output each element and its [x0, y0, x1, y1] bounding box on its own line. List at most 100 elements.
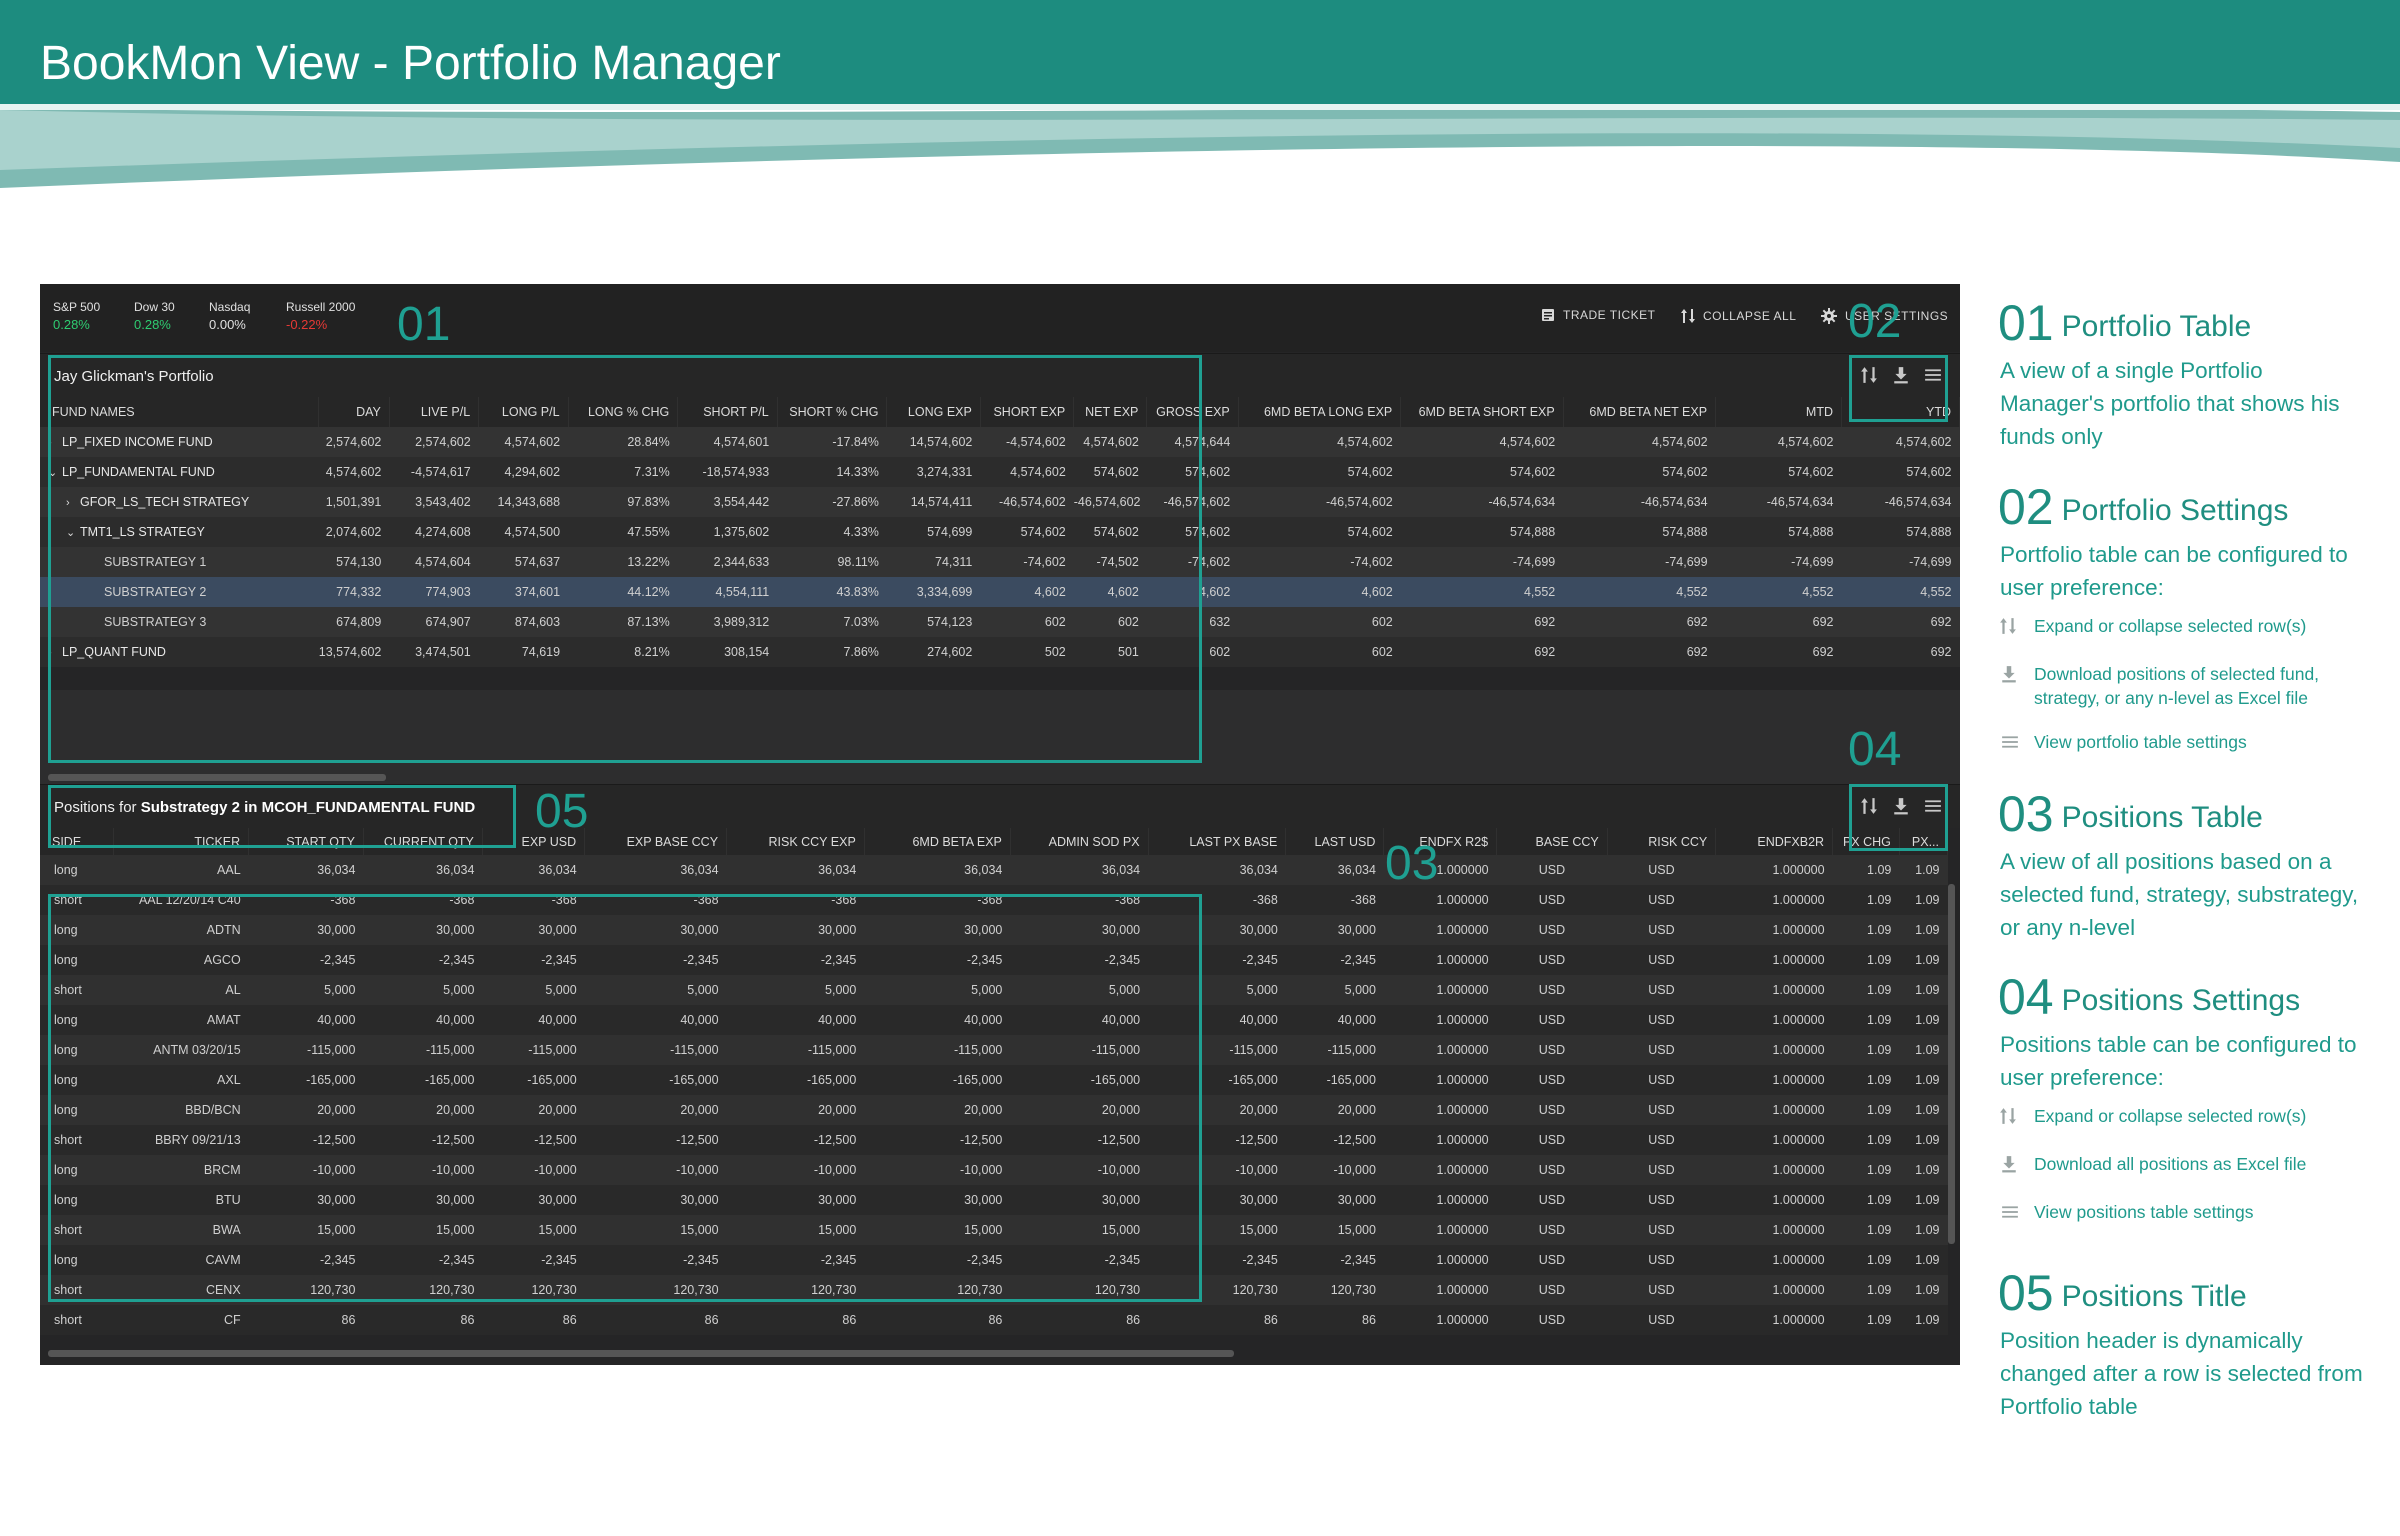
column-header[interactable]: SHORT EXP	[980, 397, 1075, 427]
user-settings-button[interactable]: USER SETTINGS	[1821, 308, 1948, 324]
column-header[interactable]: LAST PX BASE	[1148, 828, 1287, 855]
column-header[interactable]: SHORT P/L	[677, 397, 778, 427]
menu-icon[interactable]	[1924, 797, 1942, 815]
table-cell: -12,500	[1333, 1133, 1376, 1147]
column-header[interactable]: EXP BASE CCY	[584, 828, 728, 855]
position-row[interactable]: long BTU 30,000 30,000 30,000 30,000 30,000 30,…	[40, 1185, 1948, 1215]
position-row[interactable]: short AAL 12/20/14 C40 -368 -368 -368 -368 -36…	[40, 885, 1948, 915]
table-cell: USD	[1648, 1073, 1675, 1087]
column-header[interactable]: ENDFXB2R	[1715, 828, 1834, 855]
callout-number-05: 05	[535, 785, 589, 838]
fund-row[interactable]: ⌄ LP_FUNDAMENTAL FUND 4,574,602 -4,574,617 4…	[40, 457, 1960, 487]
index-value: 0.28%	[53, 317, 90, 332]
table-cell: 120,730	[531, 1283, 577, 1297]
table-cell: 4.33%	[843, 525, 879, 539]
position-row[interactable]: short CF 86 86 86 86 86 86 86 86 86 1.000000 USD USD 1…	[40, 1305, 1948, 1335]
column-header[interactable]: 6MD BETA EXP	[864, 828, 1011, 855]
column-header[interactable]: YTD	[1841, 397, 1960, 427]
table-cell: 7.31%	[634, 465, 670, 479]
table-cell: 20,000	[538, 1103, 577, 1117]
positions-vscrollbar[interactable]	[1948, 884, 1955, 1244]
fund-row[interactable]: ⌄ TMT1_LS STRATEGY 2,074,602 4,274,608 4,574…	[40, 517, 1960, 547]
chevron-right-icon[interactable]: ›	[66, 497, 70, 509]
collapse-all-button[interactable]: COLLAPSE ALL	[1681, 308, 1796, 324]
column-header[interactable]: SHORT % CHG	[777, 397, 888, 427]
chevron-down-icon[interactable]: ⌄	[48, 467, 58, 479]
column-header[interactable]: 6MD BETA SHORT EXP	[1400, 397, 1564, 427]
table-cell: USD	[1648, 863, 1675, 877]
column-header[interactable]: DAY	[318, 397, 390, 427]
column-header[interactable]: TICKER	[113, 828, 250, 855]
fund-row[interactable]: SUBSTRATEGY 1 574,130 4,574,604 574,637 13.2…	[40, 547, 1960, 577]
position-row[interactable]: long ADTN 30,000 30,000 30,000 30,000 30,000 30…	[40, 915, 1948, 945]
trade-ticket-button[interactable]: TRADE TICKET	[1541, 308, 1655, 322]
sort-icon[interactable]	[1860, 366, 1878, 384]
position-row[interactable]: short BBRY 09/21/13 -12,500 -12,500 -12,500 -…	[40, 1125, 1948, 1155]
column-header[interactable]: LIVE P/L	[389, 397, 480, 427]
portfolio-settings-icons	[1860, 366, 1942, 384]
position-row[interactable]: long ANTM 03/20/15 -115,000 -115,000 -115,00…	[40, 1035, 1948, 1065]
position-row[interactable]: long AMAT 40,000 40,000 40,000 40,000 40,000 40…	[40, 1005, 1948, 1035]
callout-number-01: 01	[397, 298, 451, 351]
index-russell2000[interactable]: Russell 2000 -0.22%	[286, 299, 355, 333]
column-header[interactable]: LAST USD	[1285, 828, 1385, 855]
ticker-cell: ANTM 03/20/15	[153, 1043, 241, 1057]
position-row[interactable]: long AGCO -2,345 -2,345 -2,345 -2,345 -2,345 -2…	[40, 945, 1948, 975]
column-header[interactable]: ADMIN SOD PX	[1010, 828, 1149, 855]
table-cell: 30,000	[436, 1193, 475, 1207]
table-cell: 1.000000	[1436, 863, 1489, 877]
column-header[interactable]: RISK CCY EXP	[726, 828, 865, 855]
table-cell: -2,345	[683, 953, 719, 967]
fund-row[interactable]: SUBSTRATEGY 3 674,809 674,907 874,603 87.13%…	[40, 607, 1960, 637]
side-cell: long	[54, 1193, 78, 1207]
position-row[interactable]: long CAVM -2,345 -2,345 -2,345 -2,345 -2,345 -2…	[40, 1245, 1948, 1275]
menu-icon[interactable]	[1924, 366, 1942, 384]
column-header[interactable]: START QTY	[248, 828, 364, 855]
fund-row[interactable]: SUBSTRATEGY 2 774,332 774,903 374,601 44.12%…	[40, 577, 1960, 607]
table-cell: 5,000	[443, 983, 475, 997]
index-sp500[interactable]: S&P 500 0.28%	[53, 299, 100, 333]
chevron-down-icon[interactable]: ⌄	[66, 527, 76, 539]
position-row[interactable]: short BWA 15,000 15,000 15,000 15,000 15,000 15…	[40, 1215, 1948, 1245]
fund-row[interactable]: › LP_QUANT FUND 13,574,602 3,474,501 74,619 8…	[40, 637, 1960, 667]
table-cell: 3,334,699	[916, 585, 973, 599]
collapse-all-label: COLLAPSE ALL	[1703, 309, 1797, 323]
table-cell: -2,345	[438, 953, 475, 967]
download-icon[interactable]	[1892, 366, 1910, 384]
table-cell: -12,500	[959, 1133, 1003, 1147]
index-value: 0.28%	[134, 317, 171, 332]
table-cell: 15,000	[964, 1223, 1003, 1237]
column-header[interactable]: LONG EXP	[886, 397, 981, 427]
index-dow30[interactable]: Dow 30 0.28%	[134, 299, 175, 333]
table-cell: 40,000	[1337, 1013, 1376, 1027]
column-header[interactable]: RISK CCY	[1607, 828, 1717, 855]
table-cell: 1.09	[1867, 1073, 1892, 1087]
column-header[interactable]: ENDFX R2$	[1383, 828, 1498, 855]
column-header[interactable]: MTD	[1715, 397, 1842, 427]
table-cell: USD	[1648, 1043, 1675, 1057]
fund-row[interactable]: › GFOR_LS_TECH STRATEGY 1,501,391 3,543,402…	[40, 487, 1960, 517]
portfolio-hscrollbar[interactable]	[48, 774, 386, 781]
column-header[interactable]: FUND NAMES	[40, 397, 319, 427]
column-header[interactable]: NET EXP	[1073, 397, 1148, 427]
column-header[interactable]: CURRENT QTY	[363, 828, 483, 855]
column-header[interactable]: EXP USD	[482, 828, 586, 855]
index-nasdaq[interactable]: Nasdaq 0.00%	[209, 299, 250, 333]
column-header[interactable]: 6MD BETA NET EXP	[1563, 397, 1717, 427]
legend-item-text: Expand or collapse selected row(s)	[2034, 616, 2307, 636]
position-row[interactable]: long BBD/BCN 20,000 20,000 20,000 20,000 20,00…	[40, 1095, 1948, 1125]
download-icon[interactable]	[1892, 797, 1910, 815]
column-header[interactable]: 6MD BETA LONG EXP	[1238, 397, 1402, 427]
column-header[interactable]: GROSS EXP	[1146, 397, 1239, 427]
position-row[interactable]: long AAL 36,034 36,034 36,034 36,034 36,034 36,…	[40, 855, 1948, 885]
position-row[interactable]: long AXL -165,000 -165,000 -165,000 -165,000 -…	[40, 1065, 1948, 1095]
sort-icon[interactable]	[1860, 797, 1878, 815]
table-cell: 574,602	[1788, 465, 1834, 479]
column-header[interactable]: LONG % CHG	[568, 397, 679, 427]
positions-hscrollbar[interactable]	[48, 1350, 1234, 1357]
fund-row[interactable]: › LP_FIXED INCOME FUND 2,574,602 2,574,602 4…	[40, 427, 1960, 457]
position-row[interactable]: short AL 5,000 5,000 5,000 5,000 5,000 5,000 5,0…	[40, 975, 1948, 1005]
column-header[interactable]: LONG P/L	[478, 397, 569, 427]
column-header[interactable]: BASE CCY	[1496, 828, 1608, 855]
position-row[interactable]: long BRCM -10,000 -10,000 -10,000 -10,000 -10,…	[40, 1155, 1948, 1185]
